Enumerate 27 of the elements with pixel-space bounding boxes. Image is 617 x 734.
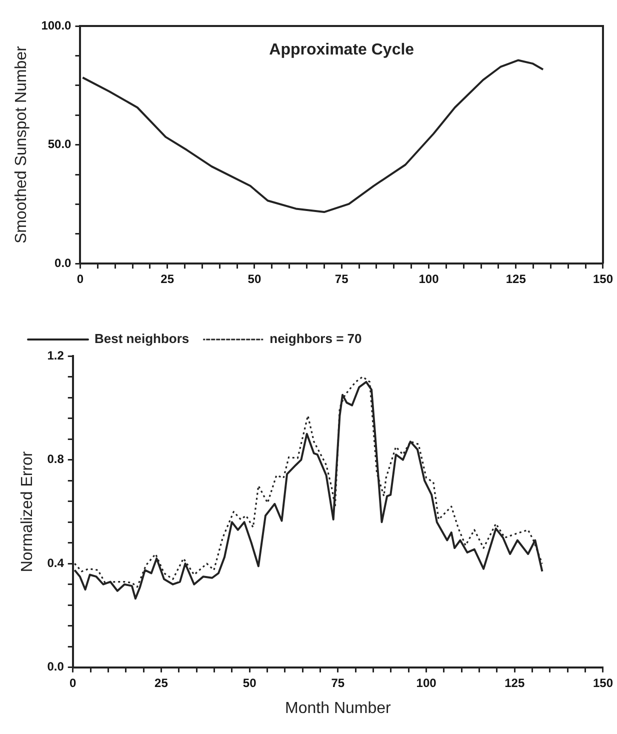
y-tick-label: 1.2 <box>47 348 64 362</box>
y-tick-label: 0.0 <box>54 256 72 270</box>
text: Approximate Cycle <box>269 41 414 58</box>
x-tick-label: 100 <box>418 272 440 286</box>
x-tick-label: 100 <box>416 676 437 690</box>
x-tick-label: 125 <box>506 272 526 286</box>
x-tick-label: 0 <box>70 676 77 690</box>
y-axis-title: Smoothed Sunspot Number <box>13 45 30 244</box>
y-tick-label: 50.0 <box>48 137 72 152</box>
y-tick-label: 0.0 <box>47 660 64 674</box>
x-tick-label: 25 <box>154 676 168 690</box>
x-tick-label: 75 <box>331 676 345 690</box>
y-tick-label: 100.0 <box>41 18 72 32</box>
x-tick-label: 150 <box>592 676 614 690</box>
x-axis-title: Month Number <box>285 700 392 717</box>
x-tick-label: 125 <box>504 676 525 690</box>
legend-label: Best neighbors <box>94 331 190 346</box>
legend-label: neighbors = 70 <box>270 331 362 346</box>
x-tick-label: 0 <box>76 272 84 286</box>
x-tick-label: 50 <box>242 676 257 690</box>
x-tick-label: 150 <box>592 272 614 286</box>
y-tick-label: 0.4 <box>47 556 64 570</box>
y-tick-label: 0.8 <box>47 452 64 466</box>
y-axis-title: Normalized Error <box>19 450 36 572</box>
x-tick-label: 75 <box>334 272 349 286</box>
x-tick-label: 50 <box>248 272 262 286</box>
x-tick-label: 25 <box>160 272 174 286</box>
